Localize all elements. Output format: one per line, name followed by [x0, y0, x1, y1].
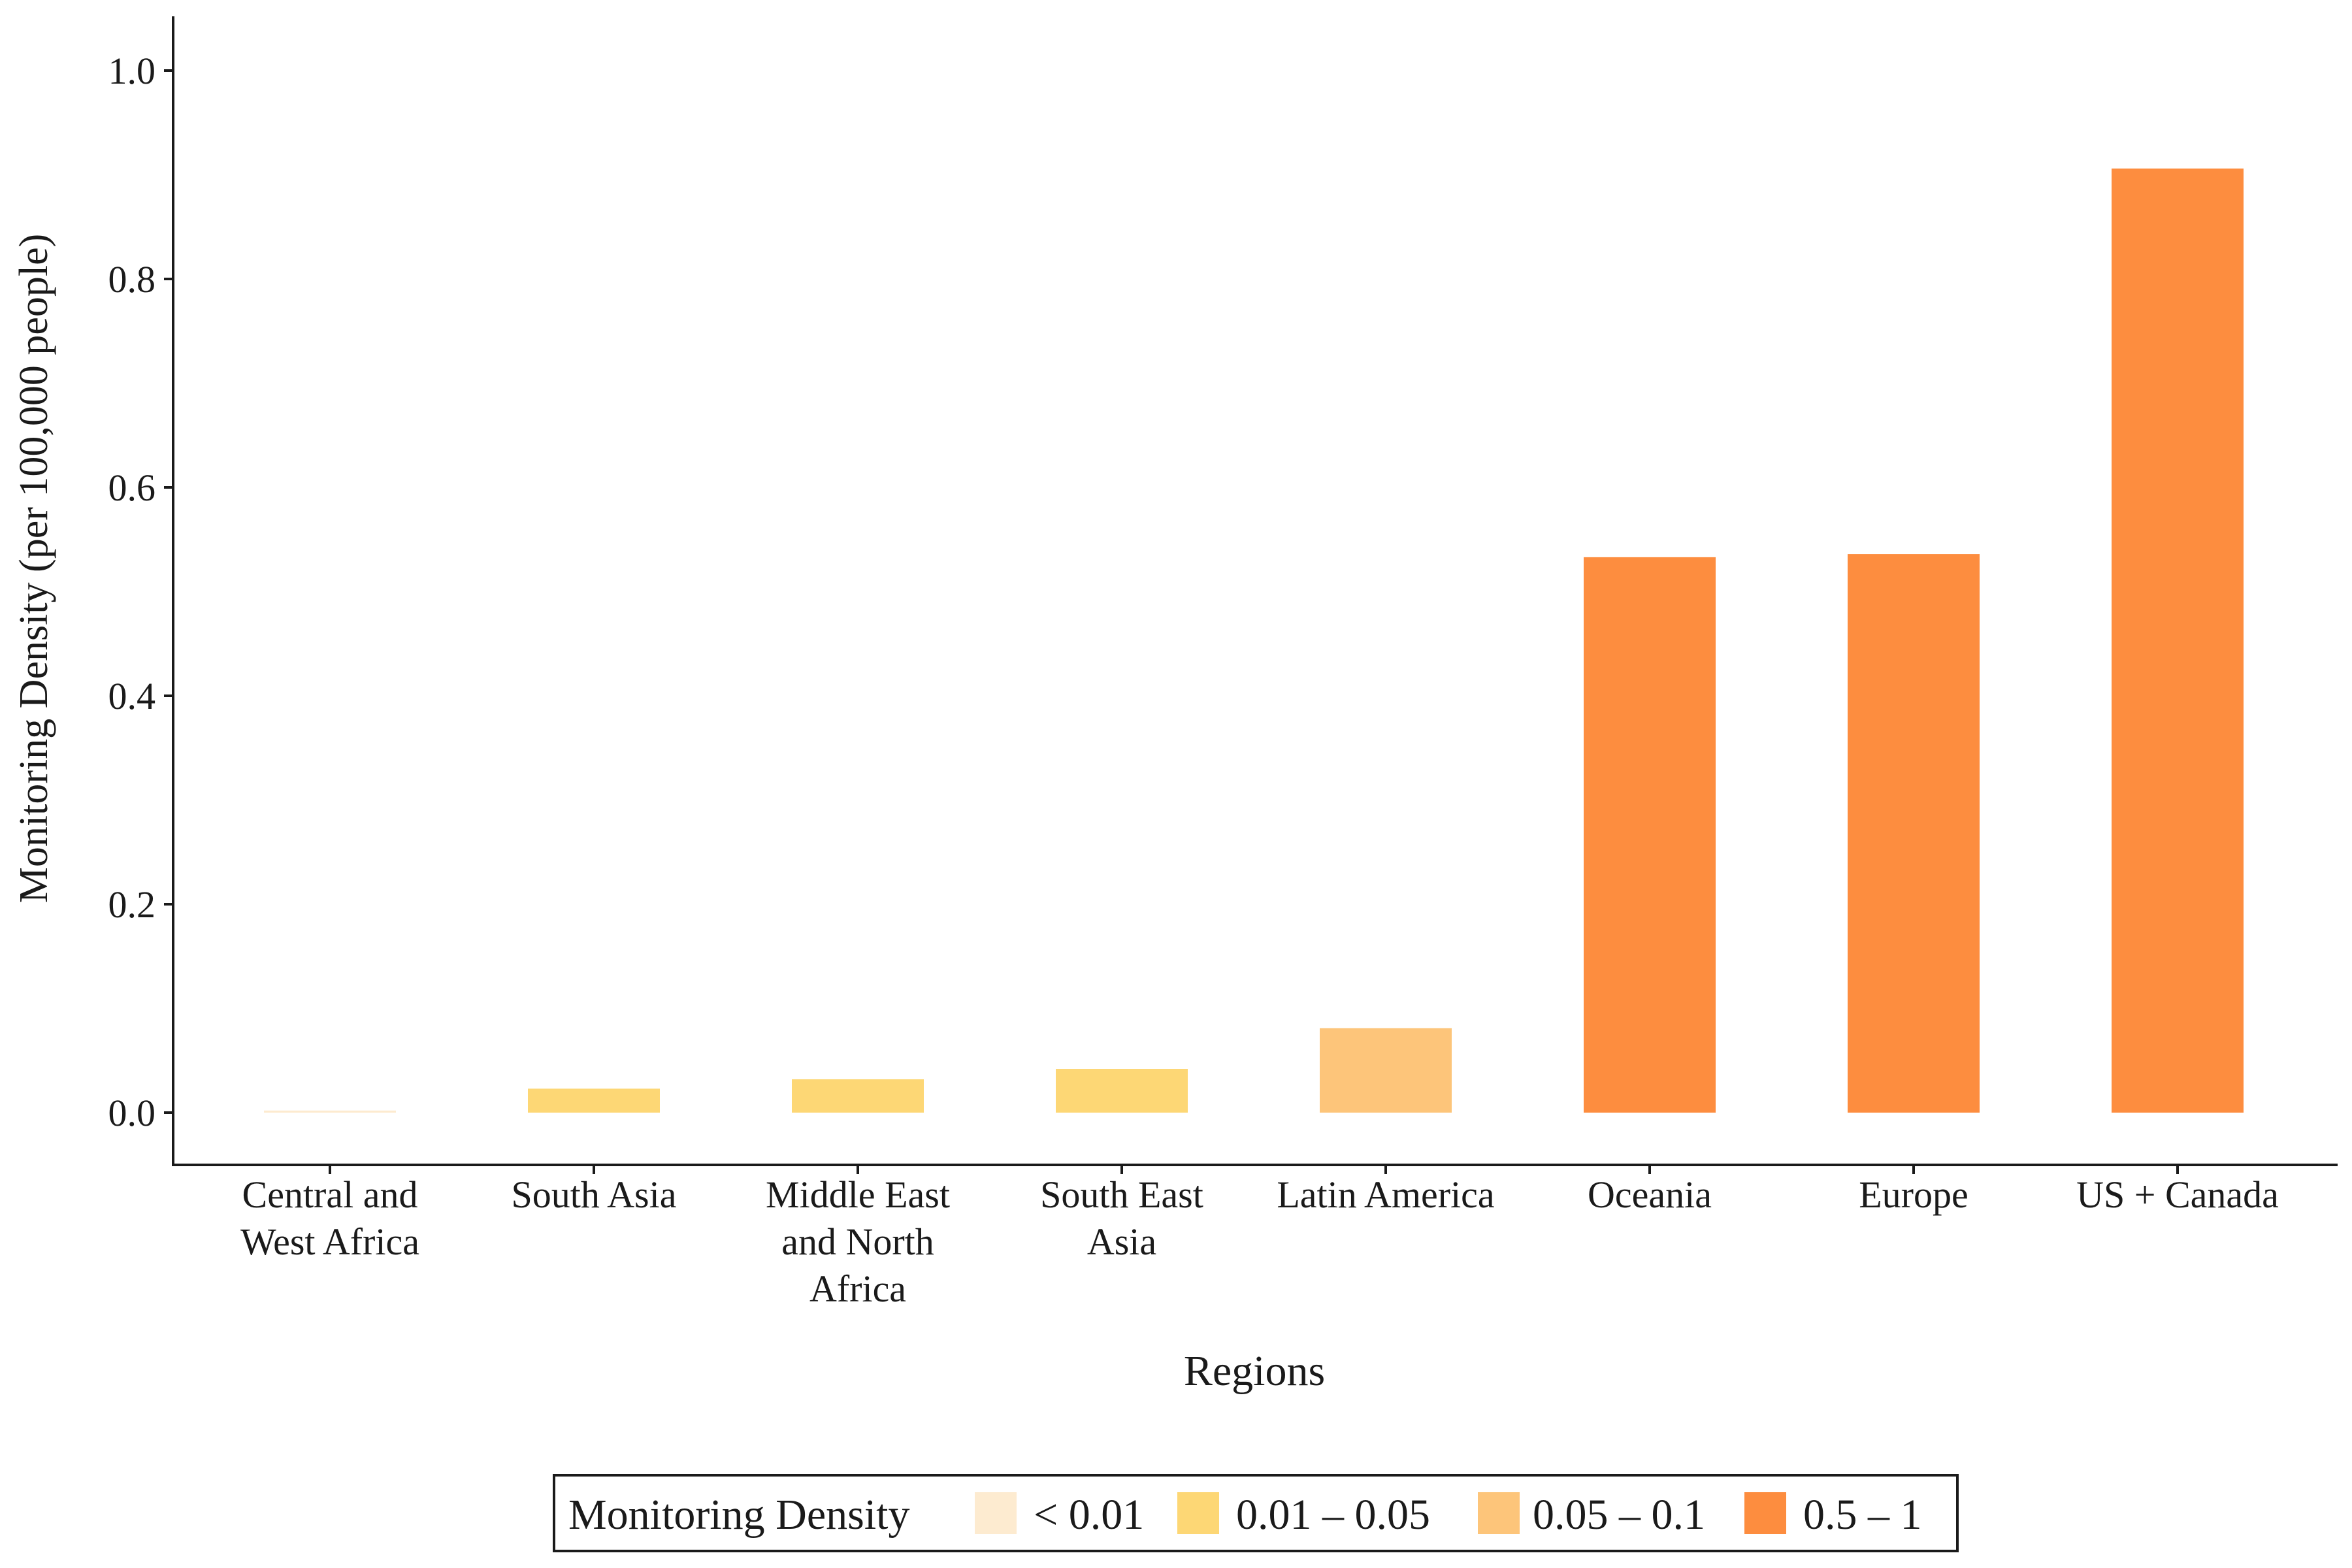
x-tick-label: Europe — [1859, 1173, 1968, 1216]
bar — [792, 1079, 924, 1113]
y-axis-label: Monitoring Density (per 100,000 people) — [12, 234, 56, 904]
y-tick-label: 0.0 — [108, 1092, 156, 1134]
x-tick-label: US + Canada — [2076, 1173, 2279, 1216]
legend-entries: < 0.01 0.01 – 0.05 0.05 – 0.1 0.5 – 1 — [975, 1491, 1922, 1539]
legend-label: 0.05 – 0.1 — [1533, 1491, 1705, 1539]
y-tick-label: 0.2 — [108, 883, 156, 926]
x-tick-label: South Asia — [512, 1173, 677, 1216]
y-ticks-group: 0.0 0.2 0.4 0.6 0.8 1.0 — [108, 50, 173, 1134]
legend: Monitoring Density < 0.01 0.01 – 0.05 0.05… — [553, 1474, 1959, 1552]
y-tick-label: 0.6 — [108, 466, 156, 509]
bars-group — [264, 168, 2244, 1113]
bar — [1848, 554, 1980, 1113]
legend-frame — [553, 1474, 1959, 1552]
bar — [2112, 168, 2244, 1113]
legend-swatch — [1744, 1492, 1786, 1534]
x-tick-label: Latin America — [1277, 1173, 1494, 1216]
legend-label: 0.01 – 0.05 — [1236, 1491, 1430, 1539]
y-tick-label: 1.0 — [108, 50, 156, 92]
legend-label: 0.5 – 1 — [1803, 1491, 1922, 1539]
legend-swatch — [1478, 1492, 1520, 1534]
bar — [528, 1088, 660, 1113]
bar — [264, 1110, 396, 1113]
bar — [1584, 557, 1716, 1113]
x-tick-label: Middle East and North Africa — [766, 1173, 950, 1310]
y-tick-label: 0.8 — [108, 258, 156, 301]
y-tick-label: 0.4 — [108, 675, 156, 717]
legend-swatch — [1177, 1492, 1219, 1534]
legend-title: Monitoring Density — [568, 1491, 910, 1539]
legend-swatch — [975, 1492, 1017, 1534]
bar — [1056, 1069, 1188, 1113]
x-axis-label: Regions — [1184, 1347, 1325, 1395]
x-tick-label: South East Asia — [1040, 1173, 1203, 1263]
x-tick-label: Central and West Africa — [240, 1173, 419, 1263]
x-ticks-group: Central and West Africa South Asia Middle E… — [240, 1165, 2279, 1310]
legend-label: < 0.01 — [1034, 1491, 1144, 1539]
x-tick-label: Oceania — [1588, 1173, 1712, 1216]
bar — [1320, 1028, 1452, 1113]
